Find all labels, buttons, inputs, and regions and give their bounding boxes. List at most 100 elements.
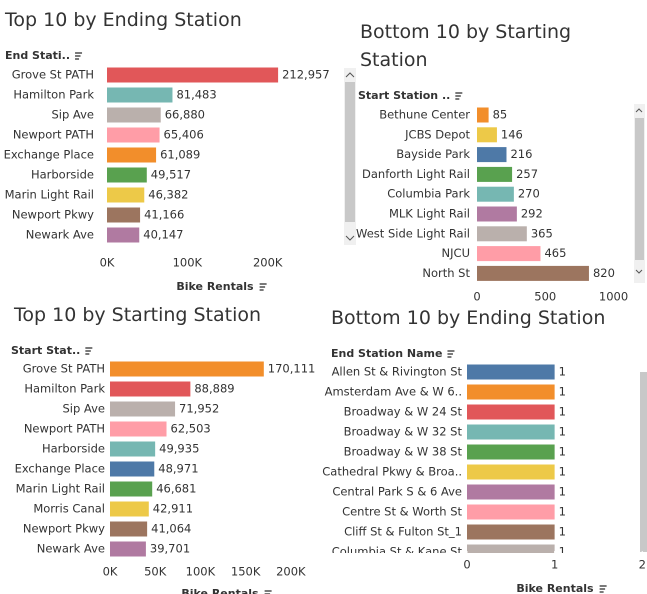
bar [110,481,153,497]
value-label: 1 [559,385,566,399]
category-label: Broadway & W 38 St [344,445,463,459]
category-label: Hamilton Park [13,88,94,102]
rows: Grove St PATH 170,111 Hamilton Park 88,889 S… [15,361,316,557]
x-tick-label: 50K [144,565,167,579]
value-label: 46,681 [156,482,196,496]
x-axis-title: Bike Rentals [181,587,259,594]
value-label: 170,111 [268,362,316,376]
category-label: North St [422,266,470,280]
bar [110,421,167,437]
category-label: West Side Light Rail [356,226,470,240]
category-label: Sip Ave [62,402,105,416]
x-tick-label: 2 [639,558,646,572]
bar [467,364,555,380]
value-label: 62,503 [171,422,211,436]
bar [107,227,140,243]
value-label: 465 [544,246,566,260]
x-tick-label: 0K [100,256,115,270]
x-tick-label: 1 [551,558,558,572]
value-label: 1 [559,545,566,559]
bar [107,67,279,83]
bar [107,167,147,183]
bar [110,461,155,477]
value-label: 1 [559,445,566,459]
category-label: Harborside [31,168,94,182]
bar [477,226,527,242]
bar-chart: Start Stat.. Grove St PATH 170,111 Hamilton… [11,344,315,594]
value-label: 42,911 [153,502,193,516]
bar [477,186,514,202]
axis-header: End Stati.. [5,49,70,62]
category-label: Cliff St & Fulton St_1 [344,525,462,539]
category-label: Columbia Park [387,187,470,201]
rows: Grove St PATH 212,957 Hamilton Park 81,483 S… [4,67,330,243]
chart-title: Bottom 10 by Starting Station [360,21,572,71]
value-label: 146 [501,127,523,141]
bar [110,521,148,537]
category-label: NJCU [442,246,470,260]
value-label: 48,971 [158,462,198,476]
value-label: 41,064 [151,522,191,536]
bar [110,381,191,397]
x-tick-label: 0 [463,558,470,572]
axis-header: End Station Name [331,347,442,360]
chart-title: Top 10 by Ending Station [5,9,242,31]
bar [477,127,497,143]
axis-header: Start Stat.. [11,344,80,357]
value-label: 66,880 [165,108,205,122]
x-tick-label: 0K [103,565,118,579]
bar [467,504,555,520]
value-label: 40,147 [143,228,183,242]
value-label: 1 [559,525,566,539]
value-label: 49,935 [159,442,199,456]
category-label: Broadway & W 24 St [344,405,463,419]
category-label: Columbia St & Kane St [332,545,463,559]
category-label: Central Park S & 6 Ave [332,485,462,499]
category-label: Exchange Place [15,462,105,476]
value-label: 257 [516,167,538,181]
x-tick-label: 0 [473,290,480,304]
rows: Bethune Center 85 JCBS Depot 146 Bayside Par… [356,107,615,281]
value-label: 1 [559,505,566,519]
value-label: 49,517 [151,168,191,182]
value-label: 1 [559,365,566,379]
bar [107,107,161,123]
scrollbars [344,68,647,552]
value-label: 61,089 [160,148,200,162]
category-label: Bayside Park [396,147,470,161]
value-label: 88,889 [194,382,234,396]
bar [467,544,555,553]
bar [477,166,513,182]
value-label: 85 [493,108,508,122]
category-label: Marin Light Rail [5,188,94,202]
rows: Allen St & Rivington St 1 Amsterdam Ave & … [322,364,566,559]
bar-chart: Start Station .. Bethune Center 85 JCBS Dep… [356,89,628,304]
bar [107,87,173,103]
bar [110,541,146,557]
category-label: Grove St PATH [23,362,105,376]
x-tick-label: 200K [276,565,306,579]
category-label: Allen St & Rivington St [332,365,463,379]
bar [110,501,149,517]
value-label: 820 [593,266,615,280]
category-label: Hamilton Park [24,382,105,396]
bar [467,404,555,420]
bar [477,107,489,123]
category-label: Harborside [42,442,105,456]
category-label: Bethune Center [379,108,470,122]
bar [107,127,160,143]
bar [107,147,157,163]
category-label: Danforth Light Rail [362,167,470,181]
x-tick-label: 100K [173,256,203,270]
category-label: Newark Ave [37,542,105,556]
category-label: Broadway & W 32 St [344,425,463,439]
bar [110,441,156,457]
x-tick-label: 100K [186,565,216,579]
x-tick-label: 500 [534,290,556,304]
category-label: Centre St & Worth St [342,505,462,519]
bar [110,401,176,417]
category-label: Newport Pkwy [23,522,105,536]
value-label: 292 [521,207,543,221]
value-label: 365 [531,226,553,240]
